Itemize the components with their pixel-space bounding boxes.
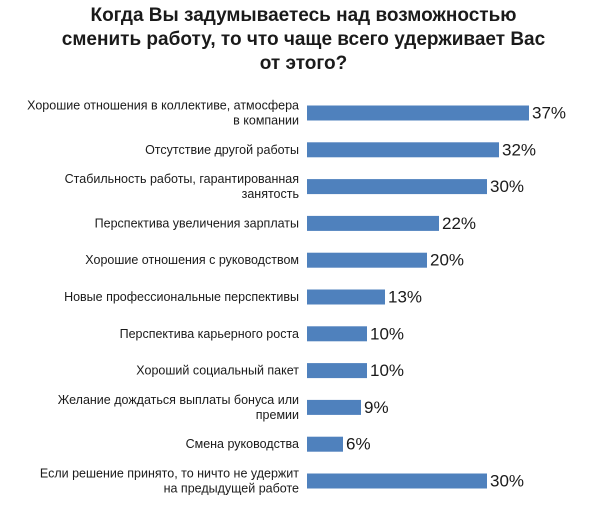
- bar: [307, 436, 343, 452]
- bar: [307, 473, 487, 489]
- data-label: 30%: [490, 177, 524, 196]
- bar: [307, 142, 499, 158]
- category-label: Хорошие отношения в коллективе, атмосфер…: [27, 99, 299, 113]
- data-label: 13%: [388, 288, 422, 307]
- data-label: 9%: [364, 398, 389, 417]
- chart-title: Когда Вы задумываетесь над возможностью …: [0, 4, 607, 76]
- data-label: 32%: [502, 140, 536, 159]
- category-label: Смена руководства: [186, 437, 299, 451]
- category-label: Если решение принято, то ничто не удержи…: [40, 467, 299, 481]
- bar: [307, 179, 487, 195]
- category-label: Хороший социальный пакет: [136, 364, 299, 378]
- bar: [307, 215, 439, 231]
- category-label: Новые профессиональные перспективы: [64, 290, 299, 304]
- bar: [307, 399, 361, 415]
- bar: [307, 326, 367, 342]
- category-label: Перспектива увеличения зарплаты: [95, 216, 299, 230]
- category-label: Желание дождаться выплаты бонуса или: [58, 393, 299, 407]
- category-label: Отсутствие другой работы: [145, 143, 299, 157]
- data-label: 30%: [490, 472, 524, 491]
- category-label: Хорошие отношения с руководством: [85, 253, 299, 267]
- category-label: в компании: [233, 114, 299, 128]
- bar: [307, 363, 367, 379]
- bar: [307, 105, 529, 121]
- category-label: на предыдущей работе: [164, 482, 299, 496]
- category-label: Перспектива карьерного роста: [120, 327, 299, 341]
- category-label: премии: [256, 408, 299, 422]
- data-label: 37%: [532, 104, 566, 123]
- category-label: занятость: [242, 187, 299, 201]
- data-label: 10%: [370, 324, 404, 343]
- data-label: 10%: [370, 361, 404, 380]
- data-label: 20%: [430, 251, 464, 270]
- data-label: 6%: [346, 435, 371, 454]
- data-label: 22%: [442, 214, 476, 233]
- chart-title-line: сменить работу, то что чаще всего удержи…: [61, 29, 546, 50]
- chart-title-line: Когда Вы задумываетесь над возможностью: [90, 5, 517, 26]
- bar: [307, 289, 385, 305]
- category-label: Стабильность работы, гарантированная: [65, 172, 299, 186]
- chart-title-line: от этого?: [259, 53, 348, 74]
- bar: [307, 252, 427, 268]
